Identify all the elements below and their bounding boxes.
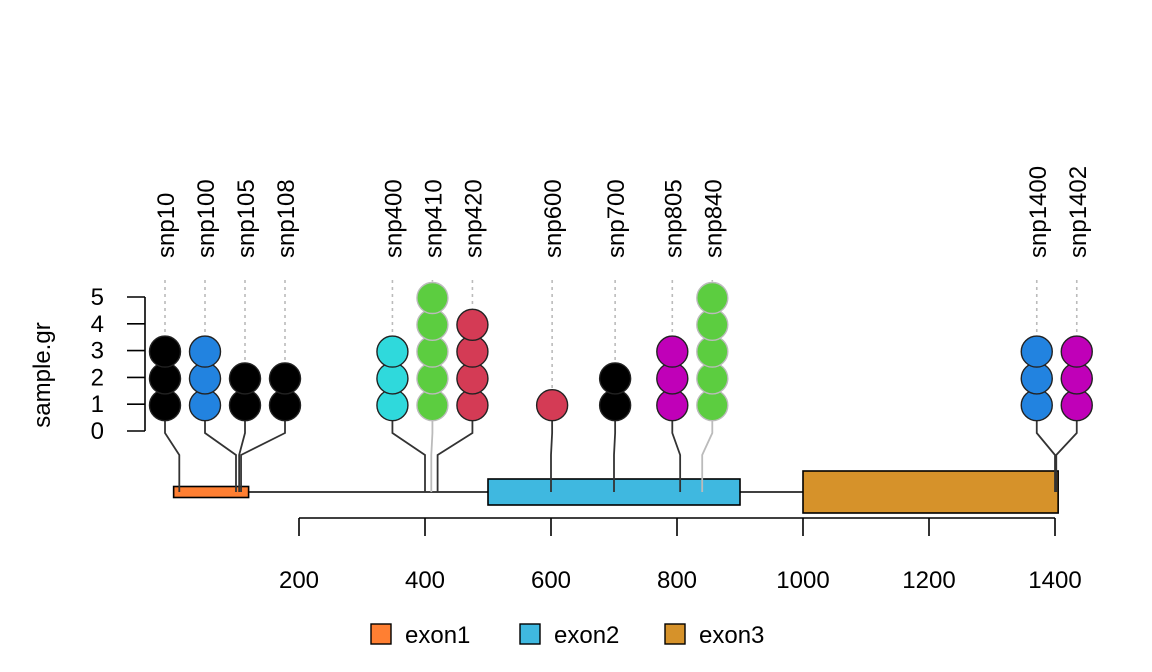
stem-snp10 xyxy=(164,419,181,492)
snp-label-snp700: snp700 xyxy=(603,179,630,258)
legend-label-exon1: exon1 xyxy=(405,622,470,649)
x-axis: 200 400 600 800 1000 1200 1400 xyxy=(279,517,1082,594)
legend-swatch-exon3 xyxy=(664,623,686,645)
y-tick-label-0: 0 xyxy=(91,418,104,445)
stem-snp600 xyxy=(550,419,554,492)
y-tick-label-3: 3 xyxy=(91,338,104,365)
exon-exon1 xyxy=(172,485,250,499)
snp-label-snp10: snp10 xyxy=(153,193,180,258)
y-tick-label-2: 2 xyxy=(91,364,104,391)
legend-swatch-exon2 xyxy=(519,623,541,645)
dot-snp10-3 xyxy=(148,335,182,368)
dot-snp1402-3 xyxy=(1060,335,1093,368)
snp-guide-lines xyxy=(164,280,1078,389)
stem-snp105 xyxy=(238,419,246,492)
stem-snp420 xyxy=(436,419,474,492)
legend-label-exon3: exon3 xyxy=(699,622,764,649)
x-tick-label-1000: 1000 xyxy=(776,567,829,594)
stem-snp410 xyxy=(430,419,434,492)
dot-snp1400-3 xyxy=(1020,335,1053,368)
lollipop-stems xyxy=(164,419,1078,492)
dot-snp700-2 xyxy=(598,362,632,395)
dot-snp840-5 xyxy=(696,281,729,315)
dot-snp420-4 xyxy=(456,308,489,341)
x-tick-label-1200: 1200 xyxy=(902,567,955,594)
dot-snp400-3 xyxy=(376,335,409,368)
dot-snp410-5 xyxy=(416,281,449,315)
x-tick-label-200: 200 xyxy=(279,567,319,594)
legend-label-exon2: exon2 xyxy=(554,622,619,649)
x-tick-label-400: 400 xyxy=(405,567,445,594)
exon-track xyxy=(172,470,1059,514)
x-tick-label-800: 800 xyxy=(657,567,697,594)
dot-snp805-3 xyxy=(656,335,689,368)
x-tick-label-600: 600 xyxy=(531,567,571,594)
snp-label-snp100: snp100 xyxy=(193,179,220,258)
snp-label-snp1400: snp1400 xyxy=(1025,166,1052,258)
dot-snp108-2 xyxy=(268,362,302,395)
snp-label-snp400: snp400 xyxy=(380,179,407,258)
snp-label-snp105: snp105 xyxy=(233,179,260,258)
y-tick-label-5: 5 xyxy=(91,284,104,311)
y-tick-label-4: 4 xyxy=(91,311,104,338)
legend-swatch-exon1 xyxy=(370,623,392,645)
stem-snp700 xyxy=(613,419,617,492)
stem-snp400 xyxy=(391,419,426,492)
stem-snp1400 xyxy=(1035,419,1056,492)
dot-snp100-3 xyxy=(188,335,222,368)
stem-snp108 xyxy=(240,419,286,492)
snp-label-snp108: snp108 xyxy=(273,179,300,258)
snp-label-snp840: snp840 xyxy=(700,179,727,258)
y-tick-label-1: 1 xyxy=(91,391,104,418)
stem-snp100 xyxy=(204,419,237,492)
snp-label-snp1402: snp1402 xyxy=(1065,166,1092,258)
snp-label-snp805: snp805 xyxy=(660,179,687,258)
dot-snp105-2 xyxy=(228,362,262,395)
stem-snp1402 xyxy=(1055,419,1078,492)
snp-label-snp420: snp420 xyxy=(460,179,487,258)
lollipop-dots xyxy=(148,281,1093,422)
dot-snp600-1 xyxy=(535,389,569,422)
y-axis-label: sample.gr xyxy=(29,322,56,427)
x-tick-label-1400: 1400 xyxy=(1028,567,1081,594)
exon-exon3 xyxy=(802,470,1059,514)
snp-label-snp410: snp410 xyxy=(420,179,447,258)
stem-snp840 xyxy=(701,419,714,492)
stem-snp805 xyxy=(671,419,682,492)
snp-labels: snp10 snp100 snp105 snp108 snp400 snp410 snp42… xyxy=(153,166,1092,258)
legend: exon1 exon2 exon3 xyxy=(370,622,764,649)
snp-label-snp600: snp600 xyxy=(540,179,567,258)
